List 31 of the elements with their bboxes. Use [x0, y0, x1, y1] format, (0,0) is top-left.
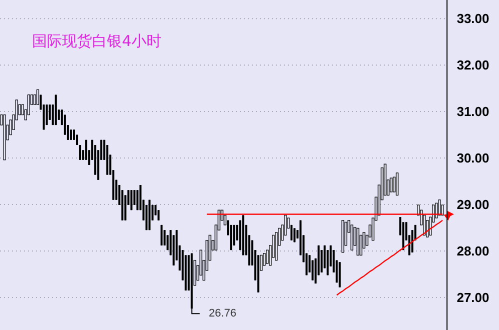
- y-tick-label: 27.00: [456, 290, 490, 306]
- candlestick: [85, 139, 88, 161]
- candlestick: [133, 189, 136, 206]
- candlestick: [70, 128, 72, 141]
- candlestick: [411, 229, 414, 254]
- candlestick: [130, 189, 132, 211]
- candlestick: [21, 104, 24, 116]
- candlestick: [158, 209, 160, 222]
- candlestick: [79, 144, 82, 161]
- candlestick: [36, 89, 40, 106]
- y-tick-label: 32.00: [456, 58, 490, 73]
- annotation: 26.76: [208, 308, 236, 320]
- candlestick: [164, 229, 166, 246]
- y-tick-label: 31.00: [456, 104, 490, 120]
- candlestick: [396, 172, 398, 196]
- candlestick: [160, 224, 163, 246]
- candlestick: [18, 104, 21, 116]
- candlestick: [136, 189, 138, 211]
- candlestick: [438, 200, 441, 216]
- candlestick: [233, 224, 236, 246]
- y-tick-label: 29.00: [456, 197, 490, 212]
- candlestick: [266, 249, 269, 264]
- text: 国际现货白银4小时: [32, 32, 162, 50]
- y-tick-label: 28.00: [456, 244, 490, 259]
- candlestick: [392, 176, 396, 193]
- y-tick-label: 30.00: [456, 150, 490, 166]
- candlestick: [390, 177, 392, 193]
- candlestick: [435, 202, 438, 219]
- candlestick: [48, 104, 51, 121]
- candlestick: [166, 234, 169, 251]
- y-tick-label: 33.00: [456, 11, 490, 26]
